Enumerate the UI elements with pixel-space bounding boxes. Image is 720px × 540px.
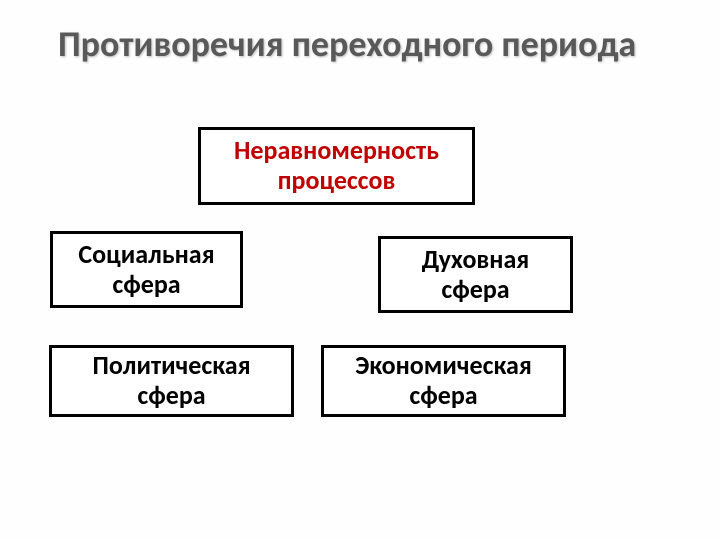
box-top-unevenness: Неравномерность процессов [198, 127, 475, 205]
box-political-sphere: Политическая сфера [49, 345, 294, 417]
box-spiritual-sphere: Духовная сфера [378, 236, 573, 313]
box-social-sphere: Социальная сфера [50, 231, 243, 308]
box-economic-sphere: Экономическая сфера [321, 345, 566, 417]
slide-title: Противоречия переходного периода [58, 24, 662, 65]
